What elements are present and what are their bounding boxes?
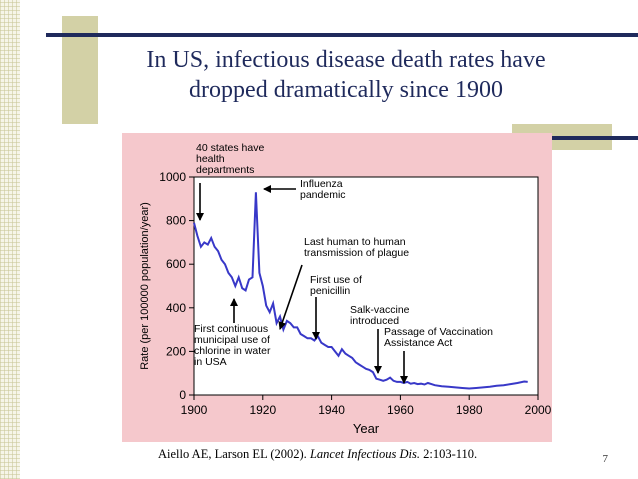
annotation-0: 40 states have health departments xyxy=(196,142,264,221)
annotation-arrow-2 xyxy=(278,264,303,330)
x-tick-label-3: 1960 xyxy=(387,403,414,417)
annotation-text-2: Last human to human transmission of plagu… xyxy=(304,236,409,259)
annotation-text-3: First continuous municipal use of chlorine… xyxy=(194,323,271,368)
y-tick-label-3: 600 xyxy=(166,257,186,271)
citation-details: 2:103-110. xyxy=(423,447,478,461)
annotation-text-line: pandemic xyxy=(300,189,346,201)
annotation-text-line: introduced xyxy=(350,315,399,327)
annotation-text-line: transmission of plague xyxy=(304,247,409,259)
citation: Aiello AE, Larson EL (2002). Lancet Infe… xyxy=(158,447,477,462)
annotation-text-line: First use of xyxy=(310,274,362,286)
x-axis-label: Year xyxy=(353,421,380,436)
citation-journal: Lancet Infectious Dis. xyxy=(309,447,420,461)
plot-area xyxy=(193,176,539,396)
annotation-text-5: Salk-vaccine introduced xyxy=(350,304,410,327)
y-axis: 0 200 400 600 800 1000 xyxy=(159,170,194,402)
annotation-text-1: Influenza pandemic xyxy=(300,178,346,201)
annotation-text-line: First continuous xyxy=(194,323,268,335)
annotation-3: First continuous municipal use of chlorine… xyxy=(194,298,271,368)
citation-authors: Aiello AE, Larson EL (2002). xyxy=(158,447,307,461)
annotation-text-line: Passage of Vaccination xyxy=(384,326,493,338)
annotation-text-line: penicillin xyxy=(310,285,350,297)
annotation-text-6: Passage of Vaccination Assistance Act xyxy=(384,326,493,349)
y-tick-label-4: 800 xyxy=(166,214,186,228)
y-tick-label-1: 200 xyxy=(166,344,186,358)
x-tick-label-0: 1900 xyxy=(181,403,208,417)
y-tick-label-2: 400 xyxy=(166,301,186,315)
decor-rule-top xyxy=(46,33,638,37)
annotation-text-line: Assistance Act xyxy=(384,337,452,349)
annotation-text-line: municipal use of xyxy=(194,334,270,346)
annotations: 40 states have health departments Influenza… xyxy=(194,142,493,384)
left-pattern-strip xyxy=(0,0,20,479)
annotation-text-4: First use of penicillin xyxy=(310,274,362,297)
annotation-6: Passage of Vaccination Assistance Act xyxy=(384,326,493,384)
death-rate-series-line xyxy=(193,192,528,390)
annotation-text-line: health xyxy=(196,153,225,165)
annotation-text-line: Salk-vaccine xyxy=(350,304,410,316)
x-tick-label-2: 1940 xyxy=(318,403,345,417)
decor-rule-mid xyxy=(476,136,638,140)
annotation-text-line: Last human to human xyxy=(304,236,406,248)
annotation-text-line: 40 states have xyxy=(196,142,264,154)
y-tick-label-5: 1000 xyxy=(159,170,186,184)
y-axis-label: Rate (per 100000 population/year) xyxy=(139,202,151,370)
page-number: 7 xyxy=(602,453,609,465)
annotation-text-line: chlorine in water xyxy=(194,345,271,357)
annotation-4: First use of penicillin xyxy=(310,274,362,340)
x-tick-label-5: 2000 xyxy=(525,403,552,417)
chart-frame: 0 200 400 600 800 1000 1900 1920 1940 1960 1980 20… xyxy=(122,133,552,442)
annotation-5: Salk-vaccine introduced xyxy=(350,304,410,374)
annotation-2: Last human to human transmission of plagu… xyxy=(278,236,409,330)
slide-title-line-1: In US, infectious disease death rates ha… xyxy=(146,47,546,73)
death-rate-chart: 0 200 400 600 800 1000 1900 1920 1940 1960 1980 20… xyxy=(139,142,552,436)
slide-title: In US, infectious disease death rates ha… xyxy=(106,45,586,105)
annotation-text-line: in USA xyxy=(194,356,227,368)
x-tick-label-1: 1920 xyxy=(249,403,276,417)
x-tick-label-4: 1980 xyxy=(456,403,483,417)
x-axis: 1900 1920 1940 1960 1980 2000 xyxy=(181,395,552,417)
annotation-text-line: Influenza xyxy=(300,178,343,190)
y-tick-label-0: 0 xyxy=(179,388,186,402)
annotation-text-line: departments xyxy=(196,164,254,176)
annotation-1: Influenza pandemic xyxy=(263,178,346,201)
slide-title-line-2: dropped dramatically since 1900 xyxy=(189,77,503,103)
annotation-text-0: 40 states have health departments xyxy=(196,142,264,176)
